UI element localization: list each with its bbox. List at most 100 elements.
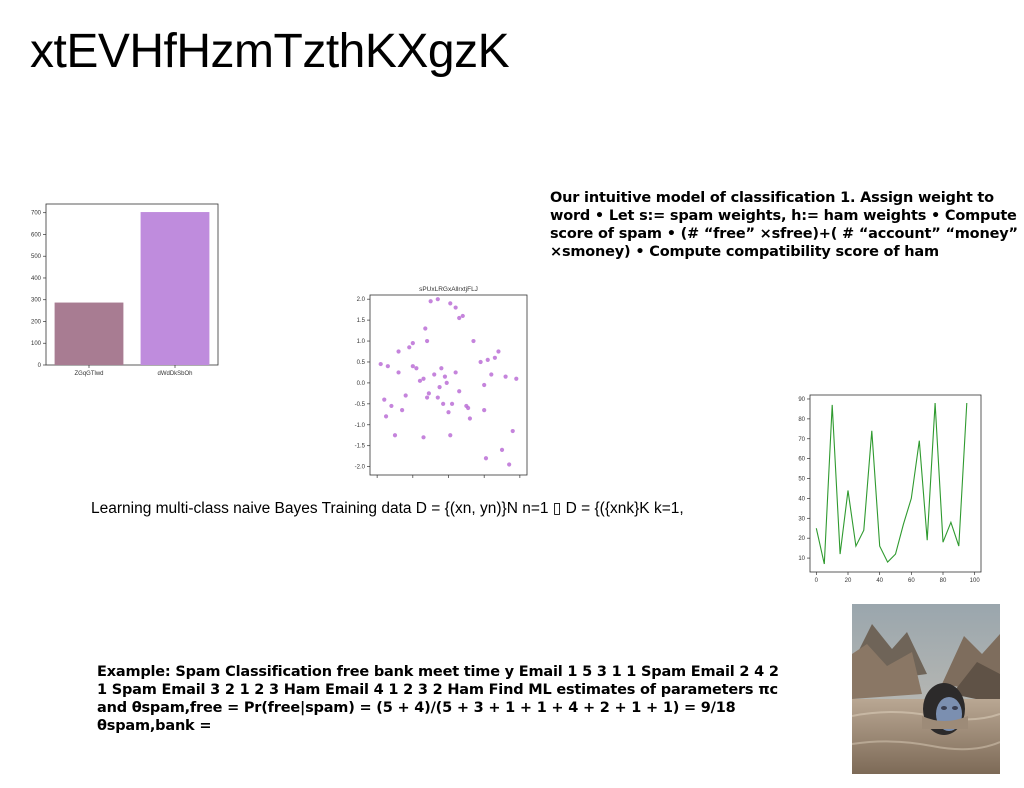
scatter-point: [482, 408, 487, 413]
scatter-point: [403, 393, 408, 398]
scatter-point: [499, 447, 505, 452]
y-tick-label: -2.0: [355, 465, 366, 471]
bar: [54, 302, 124, 365]
scatter-point: [441, 401, 446, 406]
scatter-point: [442, 374, 448, 379]
y-tick-label: 0.0: [357, 381, 366, 387]
scatter-point: [435, 297, 440, 302]
scatter-point: [439, 366, 444, 371]
intuitive-model-text: Our intuitive model of classification 1.…: [550, 190, 1018, 260]
x-tick-label: 20: [845, 578, 852, 584]
scatter-point: [414, 366, 419, 371]
x-tick-label: dWdDkSbOh: [157, 371, 192, 377]
scatter-point: [453, 370, 458, 375]
scatter-point: [482, 382, 487, 388]
scatter-point: [448, 433, 453, 438]
scatter-point: [426, 391, 431, 396]
bar-chart: 0 100 200 300 400 500 600 700 ZGqGTlwd dWdDkSbOh: [31, 203, 219, 377]
scatter-point: [446, 410, 451, 415]
x-tick-label: 40: [876, 578, 883, 584]
scatter-point: [448, 301, 453, 306]
y-tick-label: -1.5: [355, 444, 366, 450]
scatter-point: [507, 462, 512, 467]
y-tick-label: 100: [31, 341, 42, 347]
y-tick-label: 300: [31, 298, 42, 304]
scatter-point: [449, 401, 455, 406]
scatter-point: [421, 376, 426, 381]
plot-frame: [809, 394, 982, 573]
scatter-point: [400, 408, 405, 413]
scatter-point: [457, 389, 462, 394]
scatter-point: [424, 395, 430, 400]
y-tick-label: -1.0: [355, 423, 366, 429]
scatter-chart: sPUxLRGxAllrxtjFLJ -2.0 -1.5 -1.0 -0.5 0.0 0.5…: [355, 286, 528, 478]
scatter-point: [460, 313, 465, 319]
photo-person-in-water: [852, 604, 1000, 774]
y-tick-label: 60: [798, 457, 805, 463]
y-tick-label: 400: [31, 276, 42, 282]
scatter-point: [423, 326, 428, 331]
bar: [140, 212, 210, 365]
plot-frame: [369, 294, 528, 476]
scatter-point: [453, 305, 458, 310]
y-tick-label: 0.5: [357, 360, 366, 366]
scatter-point: [467, 416, 473, 421]
scatter-point: [457, 315, 462, 321]
scatter-point: [396, 370, 401, 375]
scatter-point: [421, 435, 426, 440]
scatter-point: [510, 428, 515, 434]
scatter-point: [410, 341, 415, 346]
scatter-point: [428, 299, 433, 304]
scatter-point: [432, 372, 437, 377]
scatter-point: [489, 372, 494, 377]
learning-text: Learning multi-class naive Bayes Trainin…: [91, 500, 684, 517]
scatter-point: [444, 380, 449, 386]
scatter-point: [383, 414, 389, 419]
y-tick-label: 600: [31, 232, 42, 238]
scatter-point: [466, 405, 471, 411]
scatter-point: [485, 357, 490, 362]
plot-frame: [45, 203, 219, 366]
y-tick-label: 0: [38, 363, 42, 369]
y-tick-label: 700: [31, 211, 42, 217]
scatter-point: [410, 364, 415, 369]
x-tick-label: 80: [940, 578, 947, 584]
scatter-point: [417, 378, 423, 383]
scatter-point: [435, 395, 440, 400]
example-text: Example: Spam Classification free bank m…: [97, 664, 779, 734]
scatter-point: [483, 456, 489, 461]
scatter-point: [389, 403, 394, 409]
y-tick-label: 500: [31, 254, 42, 260]
y-tick-label: 50: [798, 477, 805, 483]
y-tick-label: 10: [798, 556, 805, 562]
y-tick-label: 70: [798, 437, 805, 443]
line-chart: 10 20 30 40 50 60 70 80 90 0 20 40 60 80 100: [798, 394, 982, 584]
scatter-point: [385, 364, 390, 369]
scatter-point: [437, 384, 442, 390]
x-tick-label: ZGqGTlwd: [74, 371, 103, 377]
y-tick-label: 2.0: [357, 297, 366, 303]
x-tick-label: 0: [815, 578, 819, 584]
scatter-point: [424, 338, 430, 344]
scatter-point: [514, 376, 519, 381]
y-tick-label: 20: [798, 536, 805, 542]
scatter-point: [503, 374, 508, 379]
x-tick-label: 60: [908, 578, 915, 584]
y-tick-label: 90: [798, 397, 805, 403]
scatter-point: [471, 338, 476, 344]
y-tick-label: 80: [798, 417, 805, 423]
scatter-point: [492, 355, 497, 360]
page-title: xtEVHfHzmTzthKXgzK: [30, 25, 510, 78]
scatter-point: [382, 397, 387, 402]
scatter-point: [396, 349, 401, 354]
y-tick-label: 30: [798, 516, 805, 522]
scatter-point: [392, 433, 398, 438]
scatter-point: [407, 345, 412, 350]
scatter-point: [378, 361, 383, 367]
y-tick-label: 1.0: [357, 339, 366, 345]
y-tick-label: 200: [31, 319, 42, 325]
x-tick-label: 100: [970, 578, 981, 584]
y-tick-label: 40: [798, 496, 805, 502]
series-line: [815, 402, 968, 565]
y-tick-label: 1.5: [357, 318, 366, 324]
